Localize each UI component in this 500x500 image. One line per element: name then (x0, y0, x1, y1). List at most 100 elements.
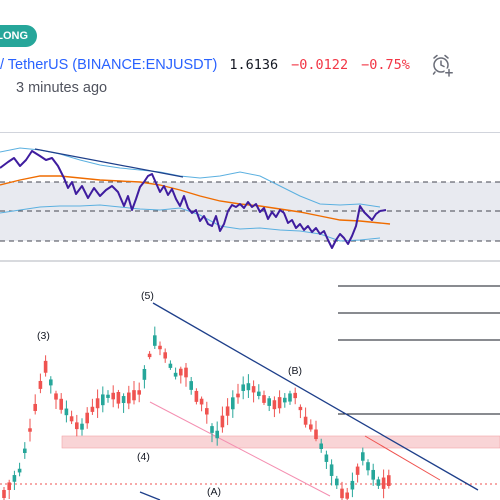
candle-body (168, 363, 173, 368)
candle-body (69, 416, 74, 422)
candle-body (366, 462, 370, 471)
wave-label-b: (B) (288, 365, 302, 377)
candle-body (111, 392, 115, 400)
candle-body (376, 479, 381, 486)
candle-body (371, 469, 375, 480)
candle-body (345, 492, 349, 499)
candle-body (220, 415, 225, 428)
candle-body (121, 396, 126, 404)
symbol-exchange-open: ( (72, 57, 78, 73)
candle-body (205, 408, 209, 415)
symbol-name[interactable]: / TetherUS (0, 57, 69, 73)
candle-body (64, 408, 69, 416)
candle-body (147, 353, 152, 358)
long-badge: LONG (0, 25, 37, 47)
candle-body (241, 384, 245, 391)
upper-band-line (0, 147, 381, 208)
candle-body (288, 393, 292, 402)
candle-body (215, 430, 219, 439)
candle-body (7, 482, 11, 490)
wave-label-a: (A) (207, 486, 221, 498)
candle-body (101, 394, 105, 406)
symbol-title-row: / TetherUS (BINANCE:ENJUSDT) 1.6136 −0.0… (0, 53, 410, 77)
candle-body (283, 397, 287, 403)
candle-body (49, 379, 53, 386)
candle-body (319, 443, 323, 450)
header-divider (0, 132, 500, 133)
candle-body (257, 391, 261, 396)
chart-header: LONG / TetherUS (BINANCE:ENJUSDT) 1.6136… (0, 0, 500, 132)
candle-body (43, 360, 48, 373)
candle-body (262, 395, 266, 403)
candle-body (80, 423, 84, 430)
candle-body (158, 345, 162, 350)
candle-body (2, 489, 6, 499)
candle-body (293, 392, 297, 399)
candle-body (387, 475, 391, 486)
price-change: −0.0122 (291, 57, 349, 73)
candle-body (179, 368, 183, 376)
candle-body (54, 393, 58, 400)
alarm-clock-plus-icon[interactable] (430, 53, 454, 77)
symbol-exchange-close: ) (212, 57, 218, 73)
price-change-percent: −0.75% (361, 57, 410, 73)
candle-body (231, 397, 235, 410)
symbol-exchange[interactable]: BINANCE:ENJUSDT (77, 57, 213, 73)
candle-body (173, 372, 178, 377)
candle-body (303, 416, 308, 425)
candle-body (23, 448, 27, 454)
descending-trendline (152, 302, 479, 491)
candle-body (132, 390, 136, 401)
candle-body (355, 466, 360, 475)
candle-body (335, 478, 339, 486)
channel-line-lower (149, 401, 331, 497)
candle-body (225, 406, 230, 416)
indicator-chart[interactable] (0, 133, 500, 263)
candle-body (28, 428, 32, 432)
candle-body (236, 393, 240, 398)
published-time: 3 minutes ago (16, 80, 108, 96)
candle-body (85, 412, 89, 424)
candle-body (340, 488, 344, 499)
candle-body (116, 391, 121, 404)
candle-body (95, 398, 100, 409)
moving-average-line (0, 175, 391, 225)
candle-body (142, 368, 147, 380)
candle-body (153, 335, 157, 346)
candle-body (314, 429, 318, 440)
candle-body (298, 406, 303, 411)
candle-body (137, 390, 141, 395)
candle-body (75, 422, 79, 430)
price-chart[interactable]: (3) (5) (4) (B) (A) (0, 262, 500, 500)
candle-body (184, 367, 188, 378)
candle-body (210, 426, 214, 433)
candle-body (272, 400, 277, 410)
candle-body (163, 352, 167, 359)
candle-body (309, 424, 313, 430)
candle-body (12, 475, 17, 482)
candlesticks (2, 326, 391, 500)
candle-body (329, 464, 334, 476)
candle-body (106, 394, 110, 398)
candle-body (38, 380, 43, 389)
candle-body (324, 454, 329, 462)
candle-body (194, 390, 199, 402)
candle-body (251, 386, 256, 393)
candle-body (189, 381, 193, 390)
candle-body (267, 398, 271, 406)
candle-body (277, 397, 282, 409)
candle-body (350, 480, 355, 490)
indicator-trendline (34, 148, 184, 178)
oscillator-line (0, 150, 387, 249)
candle-body (246, 383, 251, 391)
trendline-bottom (139, 491, 161, 500)
candle-body (17, 468, 22, 473)
candle-body (361, 452, 365, 461)
wave-label-5: (5) (141, 290, 154, 302)
wave-label-4: (4) (137, 451, 150, 463)
resistance-zone (61, 435, 500, 449)
candle-body (90, 406, 95, 412)
candle-body (381, 477, 386, 489)
candle-body (127, 392, 131, 404)
candle-body (33, 403, 37, 411)
